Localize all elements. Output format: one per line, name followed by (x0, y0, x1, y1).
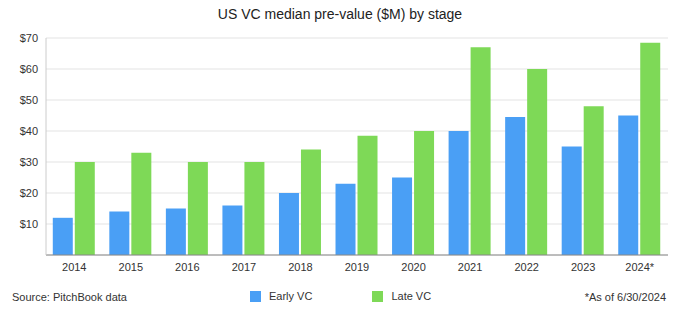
svg-text:$70: $70 (20, 32, 38, 44)
svg-text:2023: 2023 (571, 261, 595, 273)
svg-text:2014: 2014 (62, 261, 86, 273)
svg-text:2015: 2015 (119, 261, 143, 273)
html-text:Source: PitchBook data: Source: PitchBook data (12, 291, 127, 303)
svg-text:2024*: 2024* (625, 261, 654, 273)
svg-text:$20: $20 (20, 187, 38, 199)
svg-text:$40: $40 (20, 125, 38, 137)
svg-text:2016: 2016 (175, 261, 199, 273)
html-text:Late VC: Late VC (391, 290, 432, 302)
svg-text:$30: $30 (20, 156, 38, 168)
svg-text:2022: 2022 (514, 261, 538, 273)
svg-text:$10: $10 (20, 218, 38, 230)
svg-text:2020: 2020 (401, 261, 425, 273)
svg-text:$60: $60 (20, 63, 38, 75)
html-text:Early VC: Early VC (269, 290, 313, 302)
svg-text:2017: 2017 (232, 261, 256, 273)
svg-text:2021: 2021 (458, 261, 482, 273)
html-text:US VC median pre-value ($M) by: US VC median pre-value ($M) by stage (217, 6, 463, 22)
html-text:*As of 6/30/2024: *As of 6/30/2024 (584, 291, 666, 303)
svg-text:$50: $50 (20, 94, 38, 106)
svg-text:2018: 2018 (288, 261, 312, 273)
svg-text:2019: 2019 (345, 261, 369, 273)
